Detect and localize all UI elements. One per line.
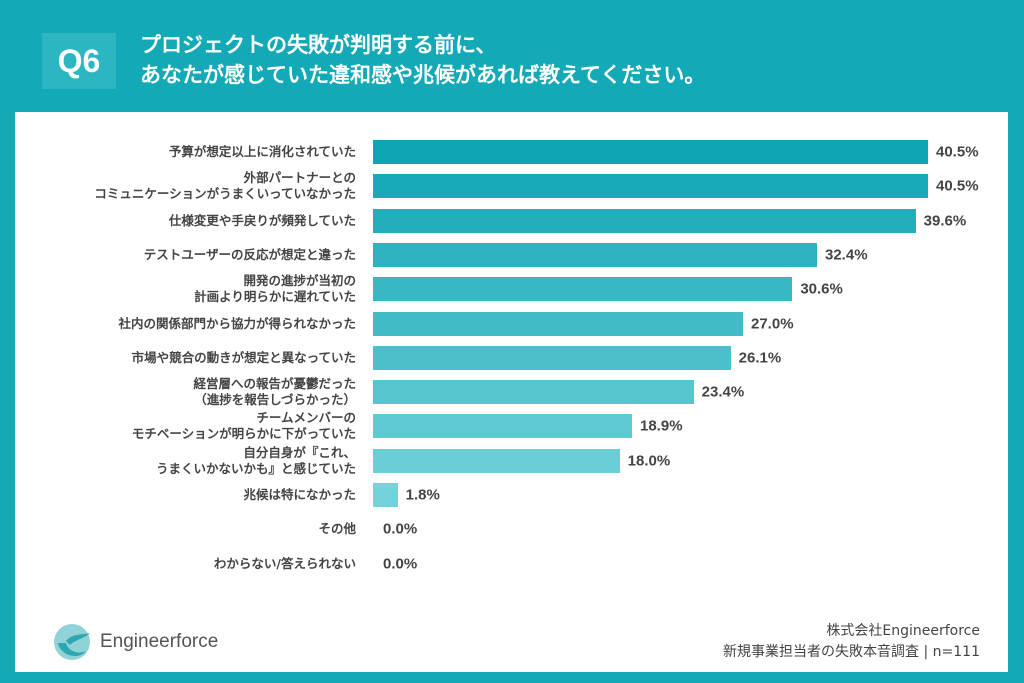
category-label: 自分自身が『これ、 うまくいかないかも』と感じていた [155, 444, 356, 476]
category-label: 経営層への報告が憂鬱だった （進捗を報告しづらかった） [193, 376, 356, 408]
value-label: 0.0% [383, 520, 418, 538]
bar [373, 414, 632, 439]
category-label: わからない/答えられない [213, 555, 356, 571]
value-label: 39.6% [923, 212, 967, 230]
value-label: 23.4% [701, 383, 745, 401]
bar-row: その他 0.0% [0, 517, 1024, 541]
bar [373, 277, 793, 302]
credit: 株式会社Engineerforce 新規事業担当者の失敗本音調査 | n=111 [723, 621, 980, 663]
bar [373, 380, 694, 405]
value-label: 40.5% [936, 143, 979, 161]
bar [373, 140, 928, 164]
title-line-1: プロジェクトの失敗が判明する前に、 [140, 33, 497, 57]
category-label: 市場や競合の動きが想定と異なっていた [131, 349, 356, 365]
bar-row: 経営層への報告が憂鬱だった （進捗を報告しづらかった） 23.4% [0, 376, 1024, 407]
value-label: 0.0% [383, 555, 418, 573]
page-title: プロジェクトの失敗が判明する前に、 あなたが感じていた違和感や兆候があれば教えて… [140, 30, 705, 90]
category-label: 仕様変更や手戻りが頻発していた [168, 212, 356, 228]
title-line-2: あなたが感じていた違和感や兆候があれば教えてください。 [140, 63, 706, 87]
bar [373, 242, 817, 267]
bar-row: わからない/答えられない 0.0% [0, 552, 1024, 576]
value-label: 18.9% [640, 417, 683, 435]
bar-row: 自分自身が『これ、 うまくいかないかも』と感じていた 18.0% [0, 445, 1024, 476]
value-label: 18.0% [627, 452, 671, 470]
bar-row: 兆候は特になかった 1.8% [0, 483, 1024, 507]
survey-info: 新規事業担当者の失敗本音調査 | n=111 [723, 644, 980, 660]
category-label: 開発の進捗が当初の 計画より明らかに遅れていた [194, 273, 356, 305]
logo-text: Engineerforce [100, 631, 219, 652]
question-badge: Q6 [42, 33, 116, 89]
bar-row: 社内の関係部門から協力が得られなかった 27.0% [0, 311, 1024, 336]
bar-row: 予算が想定以上に消化されていた 40.5% [0, 140, 1024, 164]
category-label: その他 [318, 521, 356, 537]
bar [373, 448, 620, 473]
bar [373, 311, 743, 336]
value-label: 27.0% [751, 315, 794, 332]
category-label: 兆候は特になかった [243, 487, 356, 502]
bar-row: テストユーザーの反応が想定と違った 32.4% [0, 242, 1024, 267]
bar-row: 仕様変更や手戻りが頻発していた 39.6% [0, 208, 1024, 233]
value-label: 32.4% [825, 246, 868, 264]
value-label: 30.6% [800, 280, 843, 298]
bar-row: 市場や競合の動きが想定と異なっていた 26.1% [0, 345, 1024, 370]
value-label: 40.5% [936, 177, 979, 195]
bar [373, 208, 916, 233]
category-label: 社内の関係部門から協力が得られなかった [118, 315, 356, 331]
company-name: 株式会社Engineerforce [826, 623, 980, 639]
bar-row: 開発の進捗が当初の 計画より明らかに遅れていた 30.6% [0, 273, 1024, 304]
value-label: 26.1% [738, 349, 782, 367]
value-label: 1.8% [405, 486, 440, 504]
bar [373, 483, 398, 507]
category-label: テストユーザーの反応が想定と違った [143, 246, 356, 262]
engineerforce-logo-icon [54, 624, 90, 660]
bar [373, 345, 731, 370]
bar-row: チームメンバーの モチベーションが明らかに下がっていた 18.9% [0, 410, 1024, 441]
bar [373, 174, 928, 199]
category-label: 予算が想定以上に消化されていた [168, 144, 356, 159]
category-label: 外部パートナーとの コミュニケーションがうまくいっていなかった [94, 170, 356, 202]
category-label: チームメンバーの モチベーションが明らかに下がっていた [131, 410, 356, 442]
bar-row: 外部パートナーとの コミュニケーションがうまくいっていなかった 40.5% [0, 170, 1024, 201]
logo: Engineerforce [52, 621, 218, 663]
